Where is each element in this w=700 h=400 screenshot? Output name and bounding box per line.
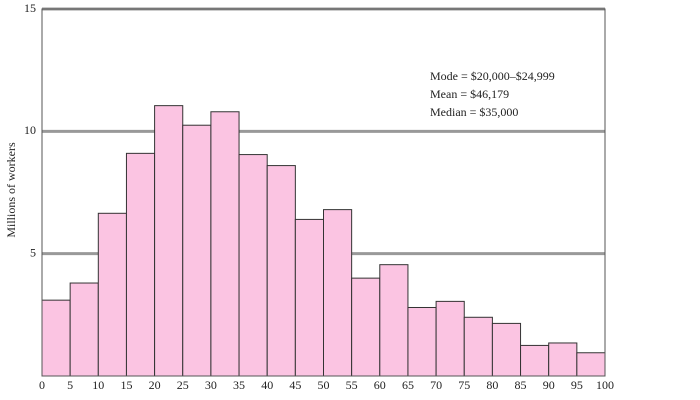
x-tick-label: 100 [596, 378, 614, 392]
bar [491, 322, 522, 377]
y-tick-label: 15 [24, 1, 36, 15]
bar [548, 342, 578, 377]
x-tick-label: 50 [318, 378, 330, 392]
bar [182, 124, 212, 377]
x-tick-label: 10 [92, 378, 104, 392]
bar [97, 212, 127, 377]
x-tick-label: 70 [430, 378, 442, 392]
x-tick-label: 95 [571, 378, 583, 392]
annotation: Median = $35,000 [430, 105, 518, 119]
x-tick-label: 65 [402, 378, 414, 392]
bar [323, 209, 353, 377]
y-tick-label: 5 [30, 245, 36, 259]
bar [576, 352, 606, 377]
bar [407, 306, 437, 377]
bar [379, 264, 409, 377]
bar [238, 154, 268, 377]
x-tick-label: 60 [374, 378, 386, 392]
annotation: Mean = $46,179 [430, 87, 509, 101]
x-tick-label: 5 [67, 378, 73, 392]
x-tick-label: 30 [205, 378, 217, 392]
plot-frame [41, 8, 606, 377]
bar [435, 300, 465, 377]
x-tick-label: 45 [289, 378, 301, 392]
y-tick-label: 10 [24, 123, 36, 137]
x-tick-label: 40 [261, 378, 273, 392]
x-tick-label: 75 [458, 378, 470, 392]
x-tick-label: 25 [177, 378, 189, 392]
bar [351, 277, 381, 377]
bar [266, 165, 296, 377]
x-tick-label: 90 [543, 378, 555, 392]
bar [41, 299, 71, 377]
x-tick-label: 15 [120, 378, 132, 392]
y-axis-label: Millions of workers [4, 142, 18, 238]
x-tick-label: 0 [39, 378, 45, 392]
x-tick-label: 85 [515, 378, 527, 392]
bar [125, 152, 156, 377]
annotation: Mode = $20,000–$24,999 [430, 69, 555, 83]
bar [463, 316, 493, 377]
x-tick-label: 20 [149, 378, 161, 392]
x-tick-label: 35 [233, 378, 245, 392]
bar [69, 282, 99, 377]
bar [294, 218, 325, 377]
x-tick-label: 80 [486, 378, 498, 392]
bar [154, 105, 184, 377]
bar [210, 111, 240, 377]
bar [520, 344, 550, 377]
x-tick-label: 55 [346, 378, 358, 392]
